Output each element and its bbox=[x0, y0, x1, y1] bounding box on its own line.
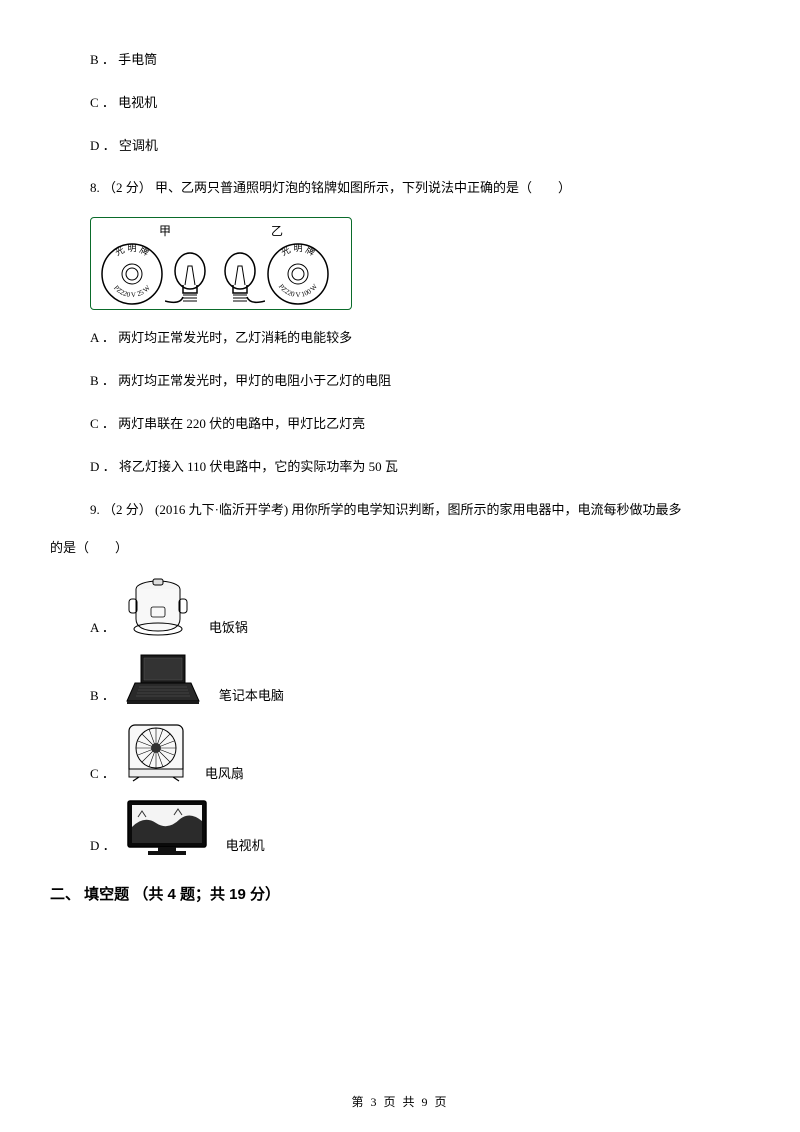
q9-option-c: C ． 电风扇 bbox=[90, 719, 750, 785]
q7-option-c: C ． 电视机 bbox=[90, 93, 750, 114]
q7-option-b: B ． 手电筒 bbox=[90, 50, 750, 71]
q9-option-a-prefix: A ． bbox=[90, 618, 115, 639]
q9-option-a: A ． 电饭锅 bbox=[90, 577, 750, 639]
q8-figure-label-left: 甲 bbox=[159, 222, 171, 241]
svg-text:光 明 牌: 光 明 牌 bbox=[113, 243, 151, 258]
q8-option-a: A ． 两灯均正常发光时，乙灯消耗的电能较多 bbox=[90, 328, 750, 349]
bulb-right-icon bbox=[215, 241, 265, 307]
q9-option-b: B ． 笔记本电脑 bbox=[90, 651, 750, 707]
q9-stem-line2: 的是（ ） bbox=[50, 538, 750, 559]
q9-option-d-prefix: D ． bbox=[90, 836, 116, 857]
q7-option-d: D ． 空调机 bbox=[90, 136, 750, 157]
section-2-heading: 二、 填空题 （共 4 题；共 19 分） bbox=[50, 883, 750, 907]
q8-figure: 甲 乙 光 明 牌 PZ220 V 25 W bbox=[90, 217, 352, 310]
q8-option-b: B ． 两灯均正常发光时，甲灯的电阻小于乙灯的电阻 bbox=[90, 371, 750, 392]
q8-option-c: C ． 两灯串联在 220 伏的电路中，甲灯比乙灯亮 bbox=[90, 414, 750, 435]
laptop-icon bbox=[123, 651, 203, 707]
q9-option-a-label: 电饭锅 bbox=[209, 618, 248, 639]
q8-stem: 8. （2 分） 甲、乙两只普通照明灯泡的铭牌如图所示，下列说法中正确的是（ ） bbox=[90, 178, 750, 199]
stamp-right-icon: 光 明 牌 PZ220 V 100 W bbox=[265, 241, 331, 307]
q8-figure-label-right: 乙 bbox=[271, 222, 283, 241]
q9-option-c-label: 电风扇 bbox=[205, 764, 244, 785]
svg-text:PZ220 V 25 W: PZ220 V 25 W bbox=[112, 284, 152, 300]
page-footer: 第 3 页 共 9 页 bbox=[0, 1093, 800, 1112]
q9-option-d-label: 电视机 bbox=[226, 836, 265, 857]
rice-cooker-icon bbox=[123, 577, 193, 639]
stamp-left-icon: 光 明 牌 PZ220 V 25 W bbox=[99, 241, 165, 307]
q8-option-d: D ． 将乙灯接入 110 伏电路中，它的实际功率为 50 瓦 bbox=[90, 457, 750, 478]
svg-text:PZ220 V 100 W: PZ220 V 100 W bbox=[277, 283, 319, 300]
svg-text:光 明 牌: 光 明 牌 bbox=[279, 243, 317, 258]
q9-stem-line1: 9. （2 分） (2016 九下·临沂开学考) 用你所学的电学知识判断，图所示… bbox=[90, 500, 750, 521]
television-icon bbox=[124, 797, 210, 857]
q9-option-d: D ． 电视机 bbox=[90, 797, 750, 857]
q9-option-b-label: 笔记本电脑 bbox=[219, 686, 284, 707]
bulb-left-icon bbox=[165, 241, 215, 307]
q9-option-b-prefix: B ． bbox=[90, 686, 115, 707]
q9-option-c-prefix: C ． bbox=[90, 764, 115, 785]
box-fan-icon bbox=[123, 719, 189, 785]
